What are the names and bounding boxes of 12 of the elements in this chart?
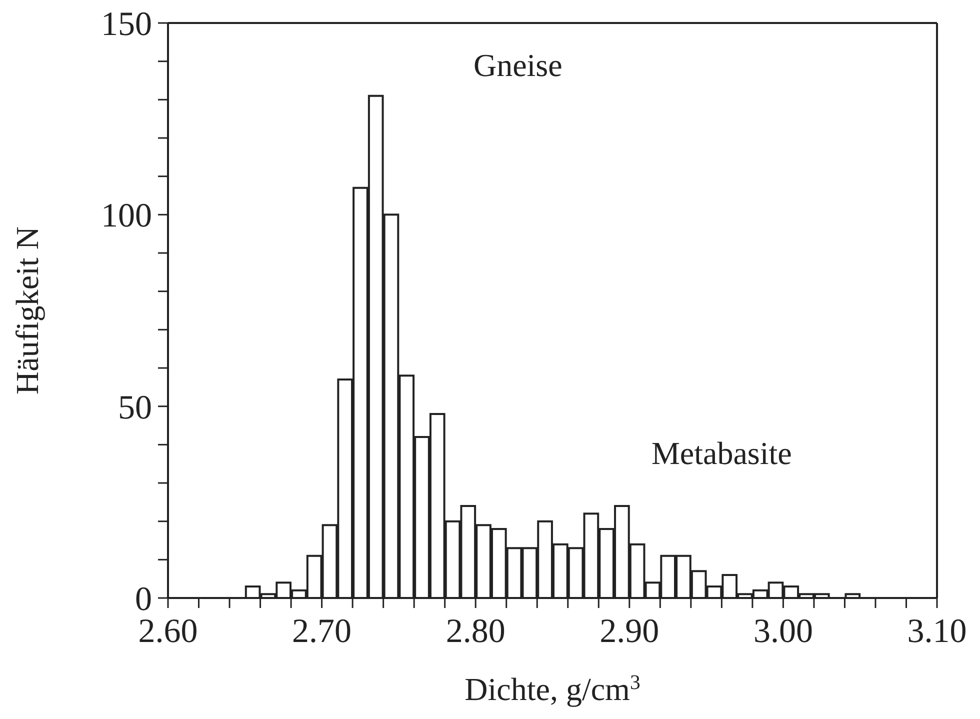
y-axis-title: Häufigkeit N: [9, 226, 45, 394]
y-tick-label: 100: [101, 198, 152, 235]
x-tick-label: 2.80: [446, 613, 506, 650]
annotation: Gneise: [473, 46, 562, 83]
x-tick-label: 2.90: [600, 613, 660, 650]
x-tick-label: 2.70: [292, 613, 352, 650]
y-tick-label: 150: [101, 6, 152, 43]
x-tick-label: 3.00: [753, 613, 813, 650]
x-tick-label: 3.10: [907, 613, 967, 650]
y-tick-label: 50: [118, 389, 152, 426]
annotation: Metabasite: [651, 435, 792, 471]
x-axis-title: Dichte, g/cm$^{3}$: [464, 670, 640, 707]
